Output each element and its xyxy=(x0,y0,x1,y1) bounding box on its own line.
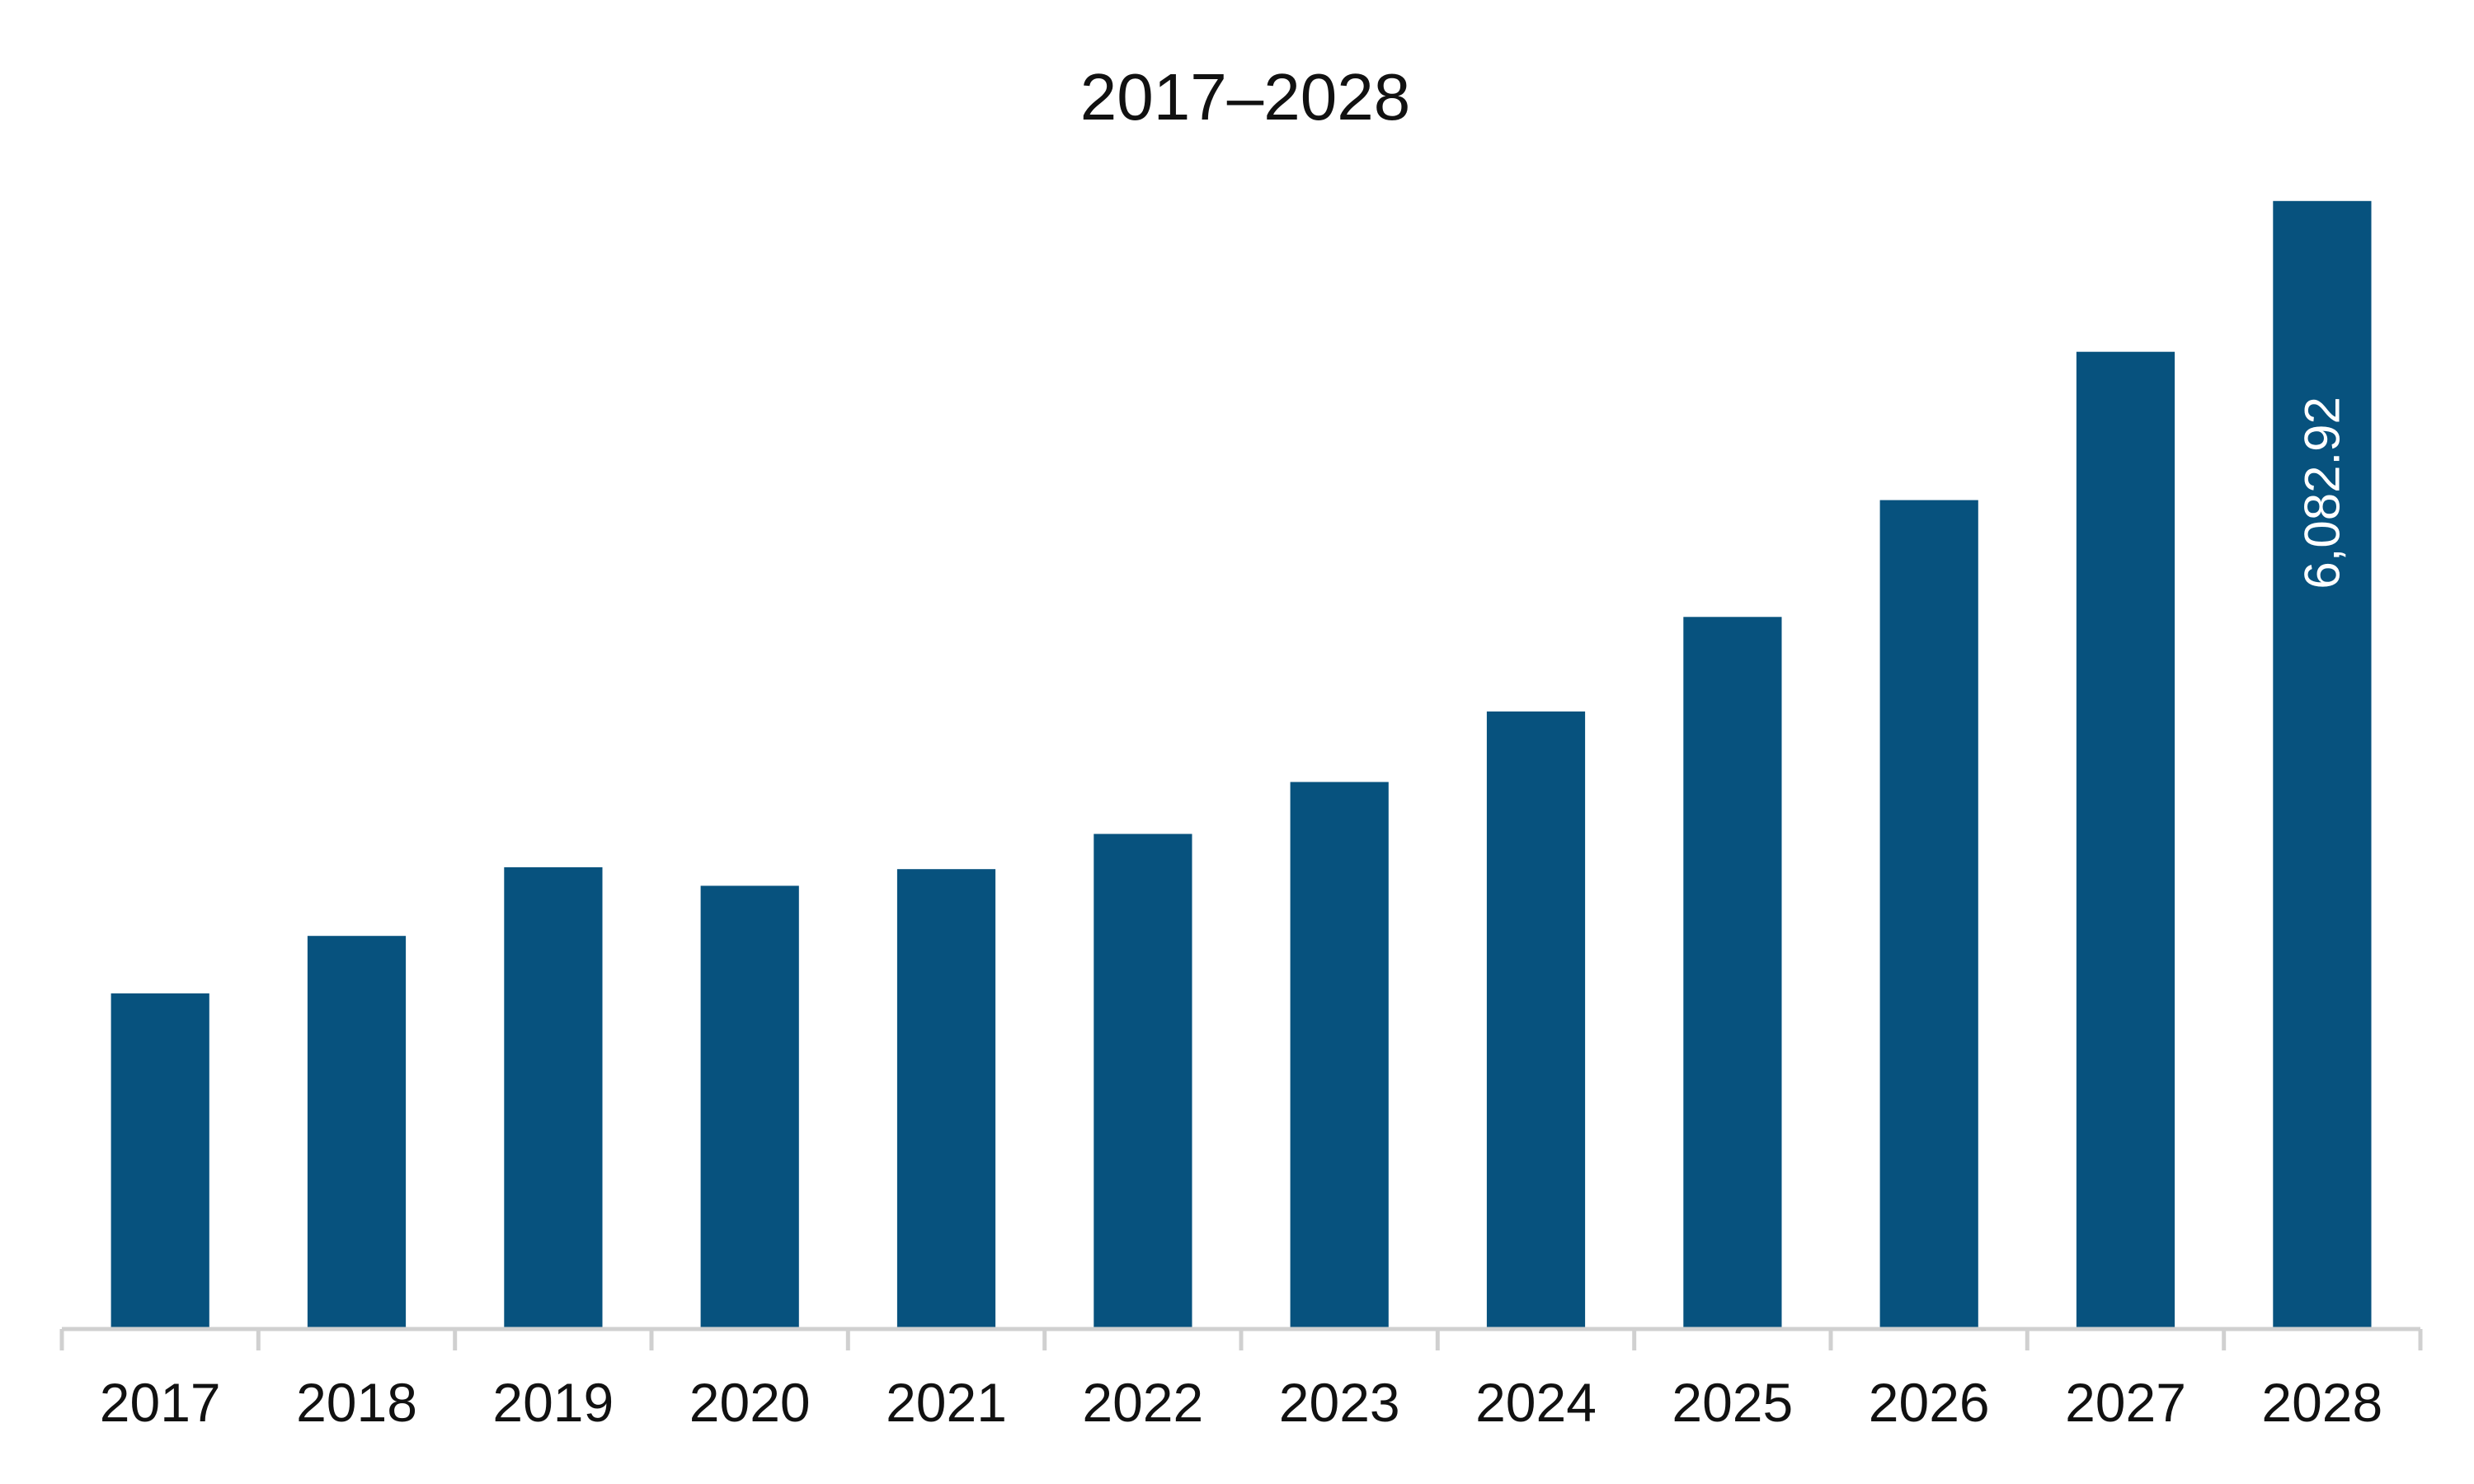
bar-2027 xyxy=(2076,351,2175,1330)
bar-2017 xyxy=(111,993,209,1329)
chart-title: 2017–2028 xyxy=(1080,60,1410,134)
bar-2022 xyxy=(1094,834,1192,1329)
bar-2021 xyxy=(896,869,996,1329)
x-tick-label-2019: 2019 xyxy=(492,1372,614,1433)
bar-2026 xyxy=(1879,500,1978,1329)
bar-2023 xyxy=(1290,782,1389,1329)
x-tick-label-2018: 2018 xyxy=(296,1372,417,1433)
x-tick-label-2025: 2025 xyxy=(1672,1372,1793,1433)
bar-2019 xyxy=(504,866,603,1329)
bar-2020 xyxy=(700,885,799,1329)
x-tick-label-2020: 2020 xyxy=(689,1372,811,1433)
x-tick-label-2024: 2024 xyxy=(1475,1372,1597,1433)
bars-group xyxy=(111,200,2372,1330)
bar-2025 xyxy=(1683,617,1782,1329)
bar-2028 xyxy=(2273,200,2372,1329)
x-tick-label-2027: 2027 xyxy=(2065,1372,2186,1433)
x-tick-label-2022: 2022 xyxy=(1082,1372,1203,1433)
data-labels-group: 6,082.92 xyxy=(2294,397,2349,589)
x-tick-label-2021: 2021 xyxy=(886,1372,1007,1433)
bar-2024 xyxy=(1486,711,1586,1329)
data-label-2028: 6,082.92 xyxy=(2294,397,2349,589)
bar-2018 xyxy=(307,936,407,1329)
x-axis: 2017 2018 2019 2020 2021 2022 2023 2024 2025 2026… xyxy=(59,1327,2423,1433)
x-tick-label-2028: 2028 xyxy=(2261,1372,2382,1433)
x-tick-label-2026: 2026 xyxy=(1869,1372,1990,1433)
x-tick-label-2017: 2017 xyxy=(100,1372,221,1433)
x-tick-label-2023: 2023 xyxy=(1279,1372,1400,1433)
